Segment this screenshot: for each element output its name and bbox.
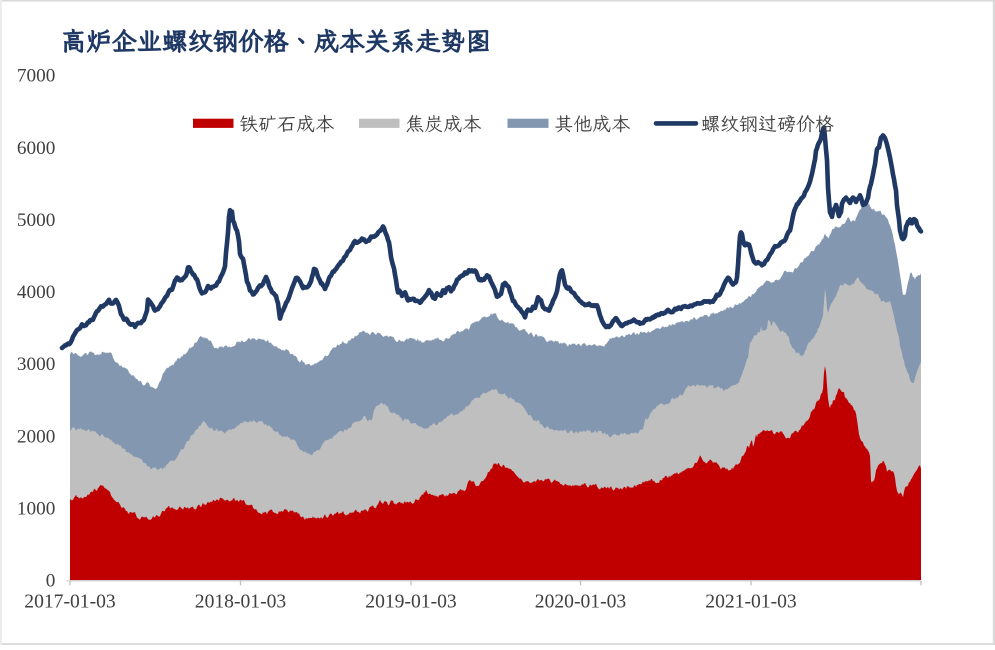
svg-text:4000: 4000 — [17, 282, 55, 303]
svg-text:2018-01-03: 2018-01-03 — [195, 592, 287, 613]
svg-text:5000: 5000 — [17, 210, 55, 231]
svg-text:3000: 3000 — [17, 354, 55, 375]
svg-text:2021-01-03: 2021-01-03 — [705, 592, 797, 613]
svg-text:1000: 1000 — [17, 498, 55, 519]
svg-text:2019-01-03: 2019-01-03 — [365, 592, 457, 613]
svg-text:2000: 2000 — [17, 426, 55, 447]
svg-text:6000: 6000 — [17, 138, 55, 159]
svg-text:7000: 7000 — [17, 66, 55, 87]
svg-text:2017-01-03: 2017-01-03 — [24, 592, 116, 613]
svg-text:0: 0 — [46, 571, 56, 592]
svg-text:2020-01-03: 2020-01-03 — [535, 592, 627, 613]
